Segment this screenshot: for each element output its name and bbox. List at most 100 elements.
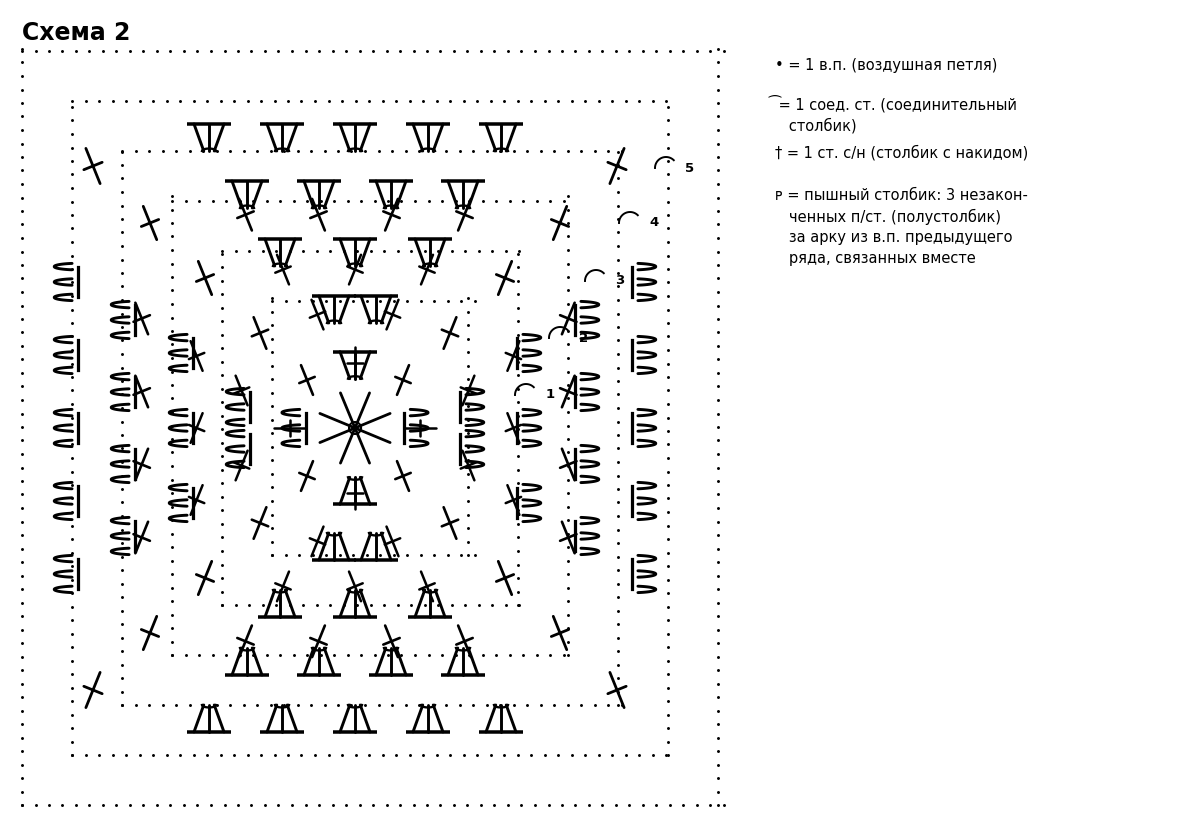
Point: [323, 44, 342, 57]
Point: [701, 798, 720, 811]
Point: [174, 44, 193, 57]
Point: [558, 338, 577, 352]
Point: [12, 312, 31, 326]
Point: [282, 798, 301, 811]
Point: [708, 582, 727, 596]
Point: [266, 244, 286, 257]
Point: [464, 548, 484, 561]
Point: [12, 474, 31, 487]
Point: [336, 44, 355, 57]
Point: [289, 294, 308, 307]
Point: [360, 748, 379, 761]
Point: [162, 217, 181, 230]
Point: [397, 548, 416, 561]
Point: [458, 413, 478, 426]
Point: [247, 144, 266, 157]
Point: [472, 798, 491, 811]
Point: [162, 406, 181, 419]
Point: [364, 44, 383, 57]
Point: [263, 548, 282, 561]
Point: [558, 189, 577, 202]
Point: [113, 658, 132, 671]
Point: [688, 798, 707, 811]
Point: [527, 648, 546, 661]
Point: [647, 44, 666, 57]
Point: [355, 698, 374, 711]
Point: [176, 648, 196, 661]
Point: [126, 698, 145, 711]
Point: [62, 695, 82, 708]
Point: [134, 798, 154, 811]
Point: [504, 144, 523, 157]
Point: [397, 294, 416, 307]
Point: [263, 346, 282, 359]
Point: [62, 384, 82, 397]
Point: [240, 244, 259, 257]
Point: [527, 194, 546, 207]
Point: [12, 434, 31, 447]
Point: [482, 598, 502, 611]
Point: [485, 44, 504, 57]
Point: [473, 194, 492, 207]
Point: [388, 244, 407, 257]
Point: [252, 748, 271, 761]
Point: [269, 798, 288, 811]
Point: [545, 698, 564, 711]
Point: [113, 307, 132, 320]
Point: [113, 441, 132, 455]
Point: [113, 347, 132, 361]
Point: [659, 465, 678, 478]
Point: [514, 648, 533, 661]
Point: [419, 648, 438, 661]
Point: [432, 194, 451, 207]
Point: [329, 144, 348, 157]
Point: [558, 284, 577, 297]
Point: [80, 44, 100, 57]
Point: [361, 598, 380, 611]
Point: [113, 671, 132, 685]
Point: [504, 698, 523, 711]
Point: [509, 382, 528, 396]
Point: [113, 482, 132, 496]
Point: [62, 317, 82, 330]
Point: [708, 515, 727, 528]
Point: [12, 582, 31, 596]
Point: [294, 598, 313, 611]
Point: [558, 217, 577, 230]
Point: [548, 748, 568, 761]
Point: [334, 598, 353, 611]
Point: [12, 421, 31, 434]
Point: [216, 194, 235, 207]
Point: [184, 94, 203, 107]
Point: [659, 451, 678, 465]
Point: [360, 94, 379, 107]
Point: [512, 798, 532, 811]
Point: [284, 648, 304, 661]
Point: [616, 94, 635, 107]
Point: [451, 294, 470, 307]
Point: [134, 44, 154, 57]
Point: [12, 569, 31, 582]
Point: [451, 548, 470, 561]
Point: [12, 232, 31, 245]
Point: [509, 247, 528, 261]
Point: [509, 598, 528, 611]
Point: [558, 144, 577, 157]
Point: [162, 648, 181, 661]
Point: [62, 141, 82, 154]
Point: [152, 698, 172, 711]
Point: [659, 438, 678, 451]
Point: [113, 145, 132, 158]
Point: [257, 648, 276, 661]
Point: [708, 97, 727, 110]
Point: [289, 548, 308, 561]
Point: [708, 650, 727, 663]
Point: [162, 581, 181, 594]
Point: [602, 748, 622, 761]
Point: [608, 536, 628, 550]
Point: [352, 194, 371, 207]
Point: [12, 515, 31, 528]
Point: [113, 469, 132, 482]
Point: [608, 456, 628, 469]
Point: [469, 598, 488, 611]
